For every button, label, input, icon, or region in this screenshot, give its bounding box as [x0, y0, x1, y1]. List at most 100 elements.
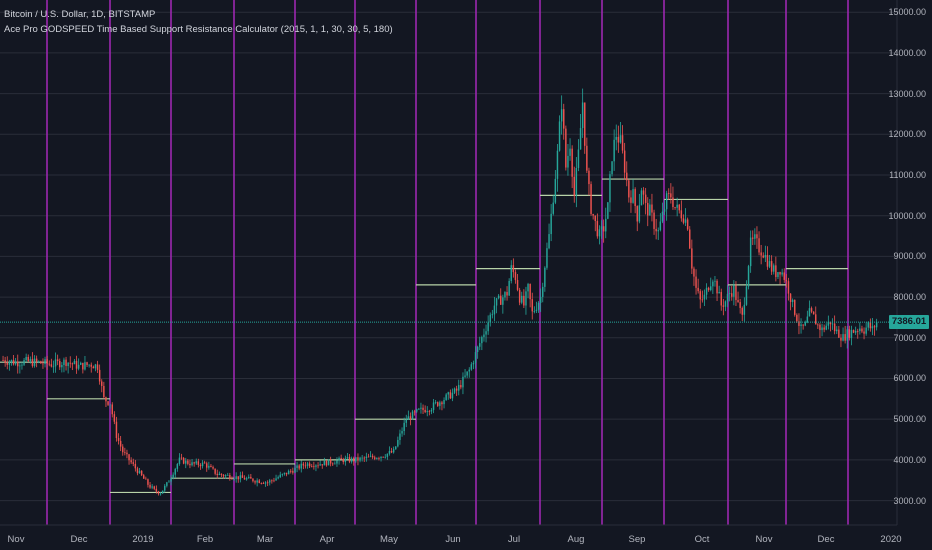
candle-body — [567, 155, 569, 168]
candle-body — [304, 465, 307, 467]
candle-body — [174, 468, 176, 475]
candle-body — [42, 363, 44, 365]
candle-body — [143, 475, 145, 479]
candle-body — [2, 360, 4, 361]
candle-body — [684, 219, 687, 223]
price-tick-label: 7000.00 — [893, 332, 926, 343]
candle-body — [733, 285, 735, 297]
candle-body — [745, 286, 748, 305]
candle-body — [720, 292, 722, 306]
time-tick-label: Dec — [817, 534, 835, 545]
candle-body — [10, 360, 13, 363]
candle-body — [52, 366, 55, 368]
candle-body — [842, 334, 844, 341]
candle-body — [210, 465, 212, 468]
candle-body — [397, 439, 399, 447]
candle-body — [644, 194, 647, 203]
candle-body — [819, 324, 821, 331]
candle-body — [867, 322, 869, 328]
candle-body — [573, 176, 575, 196]
candle-body — [615, 136, 617, 140]
candle-body — [728, 293, 731, 295]
candle-body — [182, 457, 185, 464]
candle-body — [195, 461, 197, 464]
candle-body — [353, 458, 355, 462]
candle-body — [617, 136, 620, 143]
candle-body — [311, 466, 313, 468]
candle-body — [817, 324, 819, 326]
price-tick-label: 5000.00 — [893, 414, 926, 425]
candle-body — [367, 456, 370, 458]
candle-body — [260, 483, 263, 484]
candle-body — [98, 369, 101, 382]
candle-body — [82, 362, 84, 370]
candle-body — [859, 328, 861, 332]
candle-body — [575, 167, 578, 196]
candle-body — [623, 150, 626, 173]
candle-body — [380, 456, 382, 459]
candle-body — [821, 327, 823, 331]
candle-body — [829, 321, 832, 325]
candle-body — [420, 407, 422, 409]
candle-body — [539, 296, 542, 303]
candle-body — [743, 304, 746, 315]
candle-body — [831, 323, 834, 325]
candle-body — [857, 330, 859, 332]
candle-body — [758, 238, 760, 253]
candle-body — [466, 371, 468, 376]
support-resistance-levels — [0, 178, 848, 494]
candle-body — [479, 343, 481, 347]
candle-body — [430, 409, 433, 412]
candle-body — [563, 109, 565, 129]
candle-body — [153, 486, 155, 489]
candle-body — [609, 174, 611, 203]
candle-body — [716, 280, 718, 294]
candle-body — [50, 364, 53, 367]
candle-body — [29, 359, 32, 361]
candle-body — [191, 462, 193, 466]
candle-body — [550, 213, 552, 235]
candle-body — [17, 361, 19, 367]
candle-body — [810, 308, 813, 312]
candle-body — [579, 128, 582, 150]
candle-body — [224, 475, 227, 477]
candle-body — [206, 463, 208, 468]
candle-body — [193, 462, 195, 464]
candle-body — [294, 467, 296, 473]
candle-body — [600, 226, 603, 230]
candle-body — [812, 311, 815, 315]
time-tick-label: Jun — [445, 534, 461, 545]
candle-body — [321, 464, 323, 466]
candle-body — [134, 463, 137, 469]
candle-body — [413, 411, 416, 413]
candle-body — [449, 392, 452, 399]
candle-body — [101, 381, 103, 386]
price-tick-label: 11000.00 — [889, 170, 926, 180]
candle-body — [105, 397, 107, 402]
candle-body — [697, 287, 699, 292]
candle-body — [432, 402, 435, 410]
candle-body — [350, 458, 353, 462]
candle-body — [682, 218, 685, 223]
candle-body — [865, 327, 867, 334]
candle-body — [185, 460, 187, 464]
candle-body — [390, 451, 393, 453]
candle-body — [789, 293, 792, 302]
candle-body — [502, 297, 504, 305]
candle-body — [136, 468, 139, 474]
candle-body — [107, 401, 109, 405]
candle-body — [122, 446, 124, 453]
candle-body — [493, 305, 496, 315]
candle-body — [500, 295, 502, 305]
candle-body — [642, 190, 645, 195]
candle-body — [485, 331, 487, 335]
candle-body — [588, 170, 590, 185]
candle-body — [269, 480, 271, 483]
candle-body — [584, 102, 586, 146]
candle-body — [451, 392, 454, 399]
candle-body — [281, 473, 284, 475]
time-tick-label: May — [380, 534, 398, 545]
candle-body — [231, 478, 233, 480]
